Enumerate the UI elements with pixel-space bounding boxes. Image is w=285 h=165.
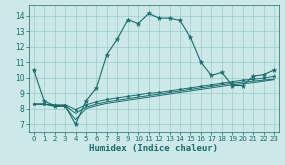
X-axis label: Humidex (Indice chaleur): Humidex (Indice chaleur) (89, 144, 218, 153)
